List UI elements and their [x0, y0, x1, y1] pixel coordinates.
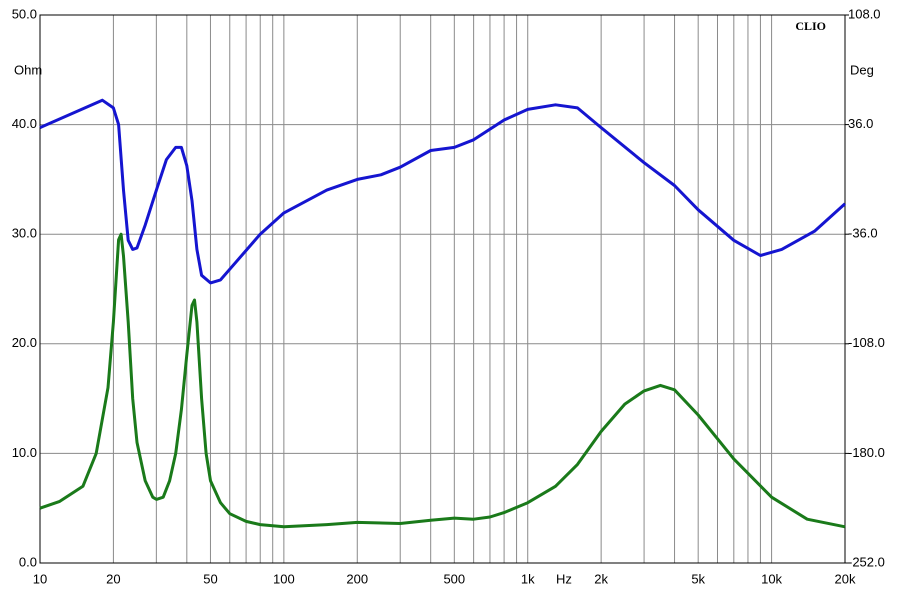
y-tick-label: 10.0: [12, 445, 37, 460]
x-tick-label: 100: [273, 571, 295, 586]
y-tick-label: 0.0: [19, 554, 37, 569]
y2-axis-label: Deg: [850, 62, 874, 77]
y2-tick-label: -180.0: [848, 445, 885, 460]
plot-frame: [39, 14, 846, 564]
y-tick-label: 30.0: [12, 226, 37, 241]
x-tick-label: 5k: [691, 571, 705, 586]
x-tick-label: 10: [33, 571, 47, 586]
y-tick-label: 50.0: [12, 6, 37, 21]
x-tick-label: 500: [443, 571, 465, 586]
x-tick-label: 200: [346, 571, 368, 586]
x-tick-label: 50: [203, 571, 217, 586]
y2-tick-label: -108.0: [848, 335, 885, 350]
plot-area: [40, 15, 845, 563]
x-axis-label: Hz: [556, 571, 572, 586]
x-tick-label: 2k: [594, 571, 608, 586]
y2-tick-label: -36.0: [848, 226, 878, 241]
x-tick-label: 20: [106, 571, 120, 586]
y2-tick-label: 36.0: [848, 116, 873, 131]
series-line: [39, 98, 847, 285]
y2-tick-label: 108.0: [848, 6, 881, 21]
y2-tick-label: -252.0: [848, 554, 885, 569]
y-tick-label: 40.0: [12, 116, 37, 131]
y-tick-label: 20.0: [12, 335, 37, 350]
y-axis-label: Ohm: [14, 62, 42, 77]
annotation: CLIO: [795, 19, 826, 33]
x-tick-label: 1k: [521, 571, 535, 586]
x-tick-label: 20k: [835, 571, 856, 586]
x-tick-label: 10k: [761, 571, 782, 586]
series-line: [39, 232, 846, 529]
